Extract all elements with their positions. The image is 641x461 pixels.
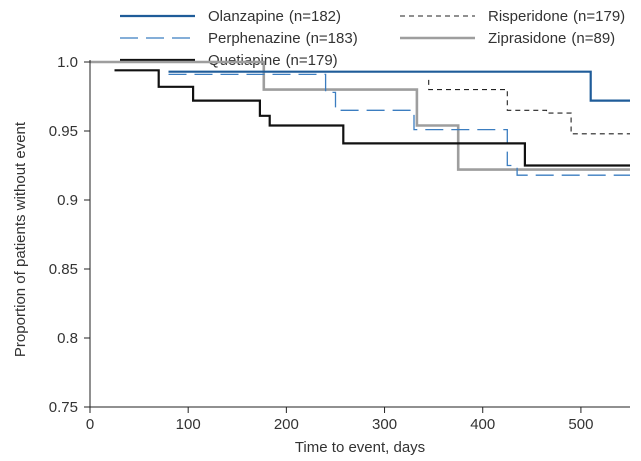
x-tick-label: 0 — [86, 416, 94, 433]
legend-series-count: (n=179) — [286, 52, 338, 69]
legend-item-perphenazine: Perphenazine (n=183) — [120, 30, 358, 47]
series-line-olanzapine — [168, 70, 630, 102]
series-line-perphenazine — [168, 73, 630, 176]
legend-label: Olanzapine (n=182) — [208, 8, 341, 25]
x-axis-ticks: 0 100 200 300 400 500 — [86, 407, 593, 433]
y-tick-label: 0.8 — [57, 330, 78, 347]
legend-item-quetiapine: Quetiapine (n=179) — [120, 52, 338, 69]
legend-series-count: (n=89) — [571, 30, 615, 47]
x-axis-label: Time to event, days — [295, 439, 425, 456]
x-tick-label: 200 — [274, 416, 299, 433]
legend-series-count: (n=179) — [573, 8, 625, 25]
legend-series-name: Risperidone — [488, 8, 568, 25]
legend-series-name: Olanzapine — [208, 8, 284, 25]
x-tick-label: 100 — [176, 416, 201, 433]
y-tick-label: 0.75 — [49, 399, 78, 416]
legend-item-ziprasidone: Ziprasidone (n=89) — [400, 30, 615, 47]
x-tick-label: 500 — [568, 416, 593, 433]
legend-label: Ziprasidone (n=89) — [488, 30, 615, 47]
legend-series-name: Ziprasidone — [488, 30, 566, 47]
y-axis-ticks: 0.75 0.8 0.85 0.9 0.95 1.0 — [49, 54, 90, 416]
legend-series-count: (n=183) — [306, 30, 358, 47]
x-tick-label: 300 — [372, 416, 397, 433]
legend-item-olanzapine: Olanzapine (n=182) — [120, 8, 341, 25]
legend: Olanzapine (n=182) Perphenazine (n=183) Quet… — [120, 8, 625, 69]
y-tick-label: 0.95 — [49, 123, 78, 140]
y-axis-label: Proportion of patients without event — [12, 121, 29, 357]
series-line-ziprasidone — [90, 60, 630, 171]
x-tick-label: 400 — [470, 416, 495, 433]
legend-series-name: Perphenazine — [208, 30, 301, 47]
axes — [89, 60, 630, 408]
y-tick-label: 0.9 — [57, 192, 78, 209]
series-line-quetiapine — [114, 69, 630, 167]
legend-label: Risperidone (n=179) — [488, 8, 625, 25]
y-tick-label: 0.85 — [49, 261, 78, 278]
legend-label: Perphenazine (n=183) — [208, 30, 358, 47]
series-line-risperidone — [428, 79, 630, 135]
plot-area — [90, 60, 630, 176]
legend-series-count: (n=182) — [289, 8, 341, 25]
legend-label: Quetiapine (n=179) — [208, 52, 338, 69]
legend-item-risperidone: Risperidone (n=179) — [400, 8, 625, 25]
legend-series-name: Quetiapine — [208, 52, 281, 69]
y-tick-label: 1.0 — [57, 54, 78, 71]
